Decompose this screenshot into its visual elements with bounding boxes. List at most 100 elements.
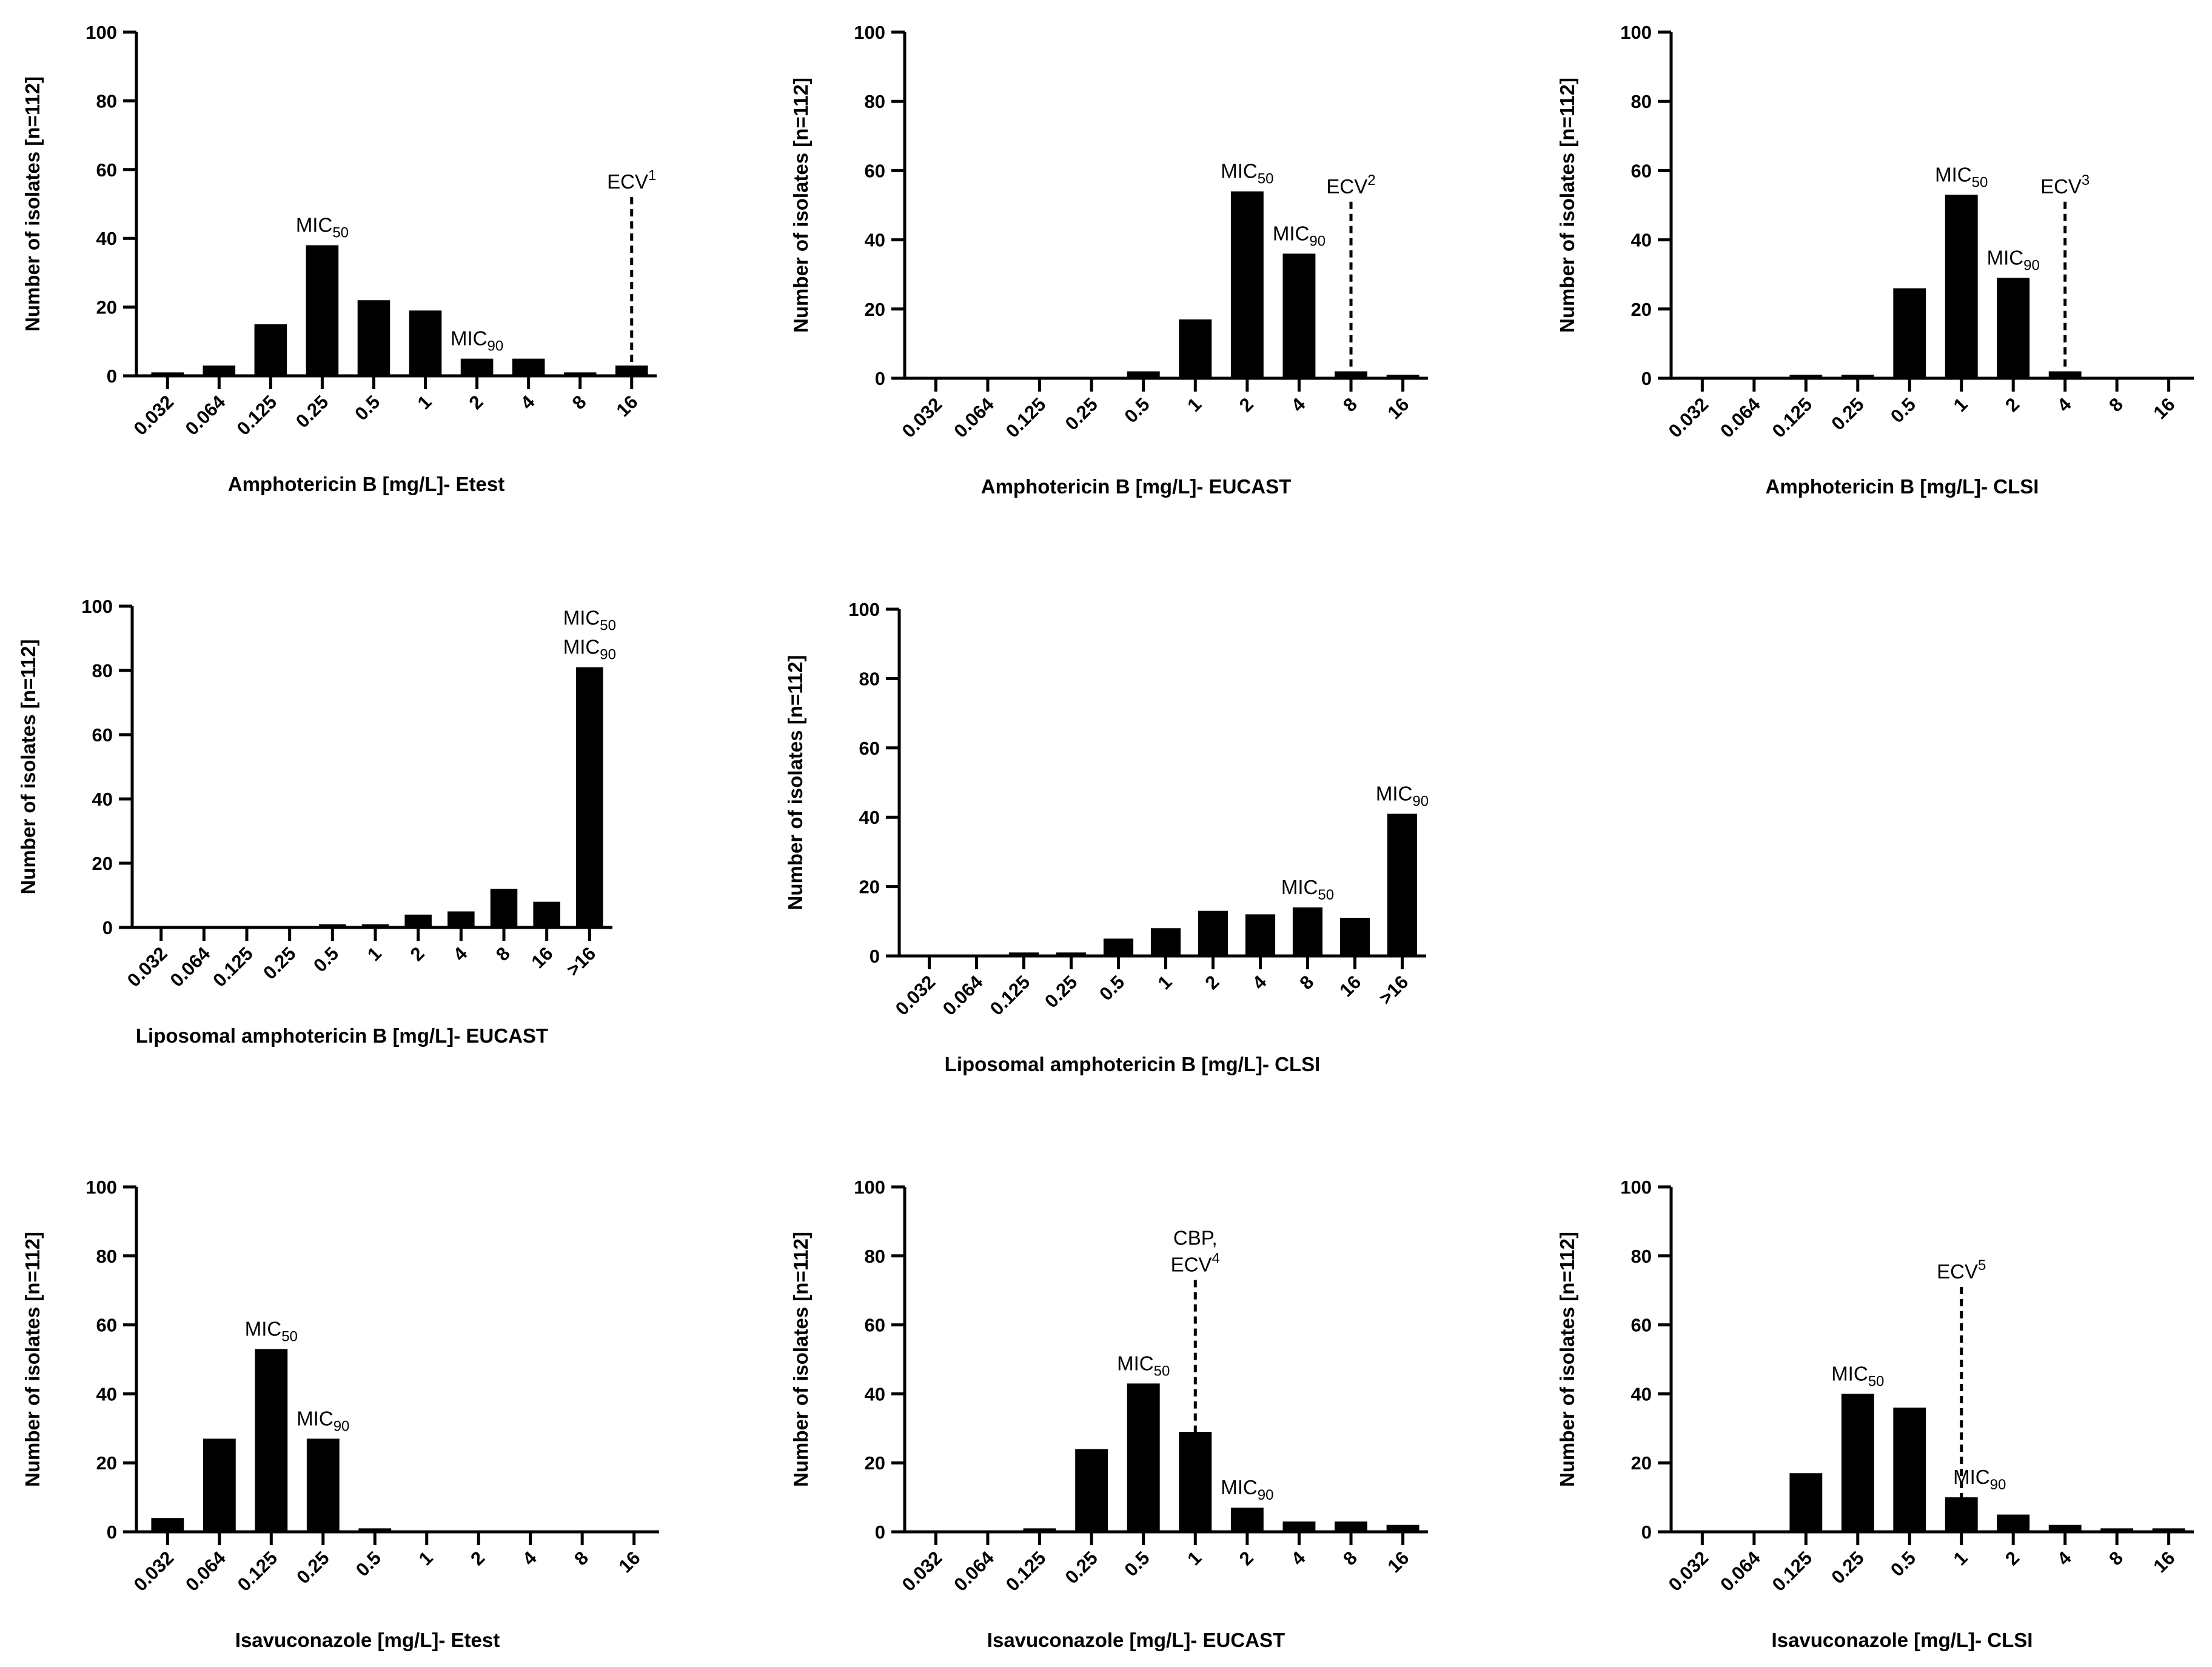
y-tick-label: 60 xyxy=(1631,1315,1652,1336)
x-tick-label: 2 xyxy=(406,943,429,965)
bar xyxy=(1945,1497,1978,1532)
bar xyxy=(357,300,390,376)
y-tick-label: 80 xyxy=(859,668,880,689)
y-tick-label: 80 xyxy=(865,1246,885,1267)
x-tick-label: 0.064 xyxy=(1716,1547,1765,1595)
x-tick-label: 0.125 xyxy=(1768,1547,1817,1595)
y-tick-label: 40 xyxy=(96,228,117,249)
bar xyxy=(1150,928,1181,957)
chart-panel-7: 0 20 40 60 80 100 Number of isolates [n=112] 0.… xyxy=(789,1177,1428,1651)
y-tick-label: 80 xyxy=(865,91,885,112)
y-tick-label: 80 xyxy=(1631,91,1652,112)
x-tick-label: 8 xyxy=(1296,971,1318,994)
x-tick-label: 0.125 xyxy=(233,391,281,439)
y-tick-label: 80 xyxy=(1631,1246,1652,1267)
y-tick-label: 40 xyxy=(865,1383,885,1405)
y-tick-label: 0 xyxy=(875,368,885,389)
x-tick-label: 0.5 xyxy=(309,943,343,976)
x-tick-label: 1 xyxy=(1154,971,1176,994)
x-tick-label: 8 xyxy=(1339,1547,1361,1569)
x-tick-label: 0.25 xyxy=(1827,393,1868,434)
x-axis-title: Amphotericin B [mg/L]- CLSI xyxy=(1766,475,2039,498)
y-tick-label: 100 xyxy=(854,22,885,43)
y-axis-title: Number of isolates [n=112] xyxy=(1556,78,1578,333)
mic-90-label: MIC90 xyxy=(563,636,616,663)
mic-90-label: MIC90 xyxy=(297,1407,349,1434)
y-tick-label: 80 xyxy=(96,1246,117,1267)
x-tick-label: 0.032 xyxy=(130,391,178,439)
x-tick-label: 4 xyxy=(2053,1547,2076,1569)
bar xyxy=(1893,288,1926,379)
chart-panel-4: 0 20 40 60 80 100 Number of isolates [n=112] 0.… xyxy=(17,596,616,1047)
x-tick-label: 0.032 xyxy=(130,1547,178,1595)
chart-panel-5: 0 20 40 60 80 100 Number of isolates [n=112] 0.… xyxy=(784,599,1429,1075)
x-tick-label: 1 xyxy=(1183,393,1205,416)
x-tick-label: 0.5 xyxy=(1120,1547,1153,1580)
y-tick-label: 20 xyxy=(96,297,117,318)
x-tick-label: 8 xyxy=(492,943,514,965)
bar xyxy=(1008,952,1039,957)
cutoff-prefix-label: CBP, xyxy=(1173,1227,1218,1249)
x-tick-label: 0.5 xyxy=(1120,393,1153,427)
bar xyxy=(2048,1525,2082,1532)
y-tick-label: 20 xyxy=(1631,299,1652,320)
x-tick-label: 1 xyxy=(1183,1547,1205,1569)
x-tick-label: 16 xyxy=(2149,1547,2179,1577)
bar xyxy=(2100,1528,2134,1532)
bar xyxy=(490,889,518,928)
bar xyxy=(254,324,287,376)
bar xyxy=(1075,1449,1108,1532)
x-tick-label: 0.25 xyxy=(1041,971,1081,1012)
bar xyxy=(319,924,346,928)
x-tick-label: 2 xyxy=(466,1547,489,1569)
x-tick-label: 0.25 xyxy=(1061,1547,1102,1588)
mic-90-label: MIC90 xyxy=(1953,1466,2006,1493)
x-tick-label: 4 xyxy=(449,943,471,965)
y-tick-label: 0 xyxy=(870,946,880,967)
mic-90-label: MIC90 xyxy=(1987,246,2040,273)
bar xyxy=(1386,375,1419,379)
bar xyxy=(1339,918,1370,957)
bar xyxy=(1335,1521,1367,1532)
x-tick-label: 0.25 xyxy=(1061,393,1102,434)
x-tick-label: 16 xyxy=(527,943,557,972)
y-tick-label: 60 xyxy=(865,160,885,181)
y-axis-title: Number of isolates [n=112] xyxy=(784,655,806,910)
cutoff-label: ECV3 xyxy=(2040,172,2090,198)
mic-50-label: MIC50 xyxy=(296,214,349,241)
x-tick-label: 1 xyxy=(1949,393,1972,416)
x-tick-label: 2 xyxy=(1235,1547,1258,1569)
mic-50-label: MIC50 xyxy=(1831,1362,1884,1389)
x-tick-label: 0.25 xyxy=(292,1547,333,1588)
x-tick-label: >16 xyxy=(1375,971,1413,1009)
bar xyxy=(1997,1514,2030,1532)
y-tick-label: 0 xyxy=(107,1522,117,1543)
mic-90-label: MIC90 xyxy=(451,327,503,355)
x-tick-label: 0.25 xyxy=(1827,1547,1868,1588)
y-tick-label: 60 xyxy=(92,724,113,746)
mic-50-label: MIC50 xyxy=(245,1317,298,1345)
y-tick-label: 60 xyxy=(96,1315,117,1336)
y-tick-label: 100 xyxy=(854,1177,885,1198)
x-tick-label: 0.032 xyxy=(1664,393,1713,442)
x-tick-label: 0.064 xyxy=(181,1547,230,1595)
y-tick-label: 20 xyxy=(859,877,880,898)
x-tick-label: 2 xyxy=(1235,393,1258,416)
x-tick-label: >16 xyxy=(562,943,600,980)
x-tick-label: 0.125 xyxy=(209,943,257,991)
x-tick-label: 1 xyxy=(415,1547,437,1569)
x-tick-label: 0.064 xyxy=(166,943,215,991)
bar xyxy=(1127,371,1160,379)
bar xyxy=(151,1518,184,1532)
bar xyxy=(1386,1525,1419,1532)
x-tick-label: 1 xyxy=(1949,1547,1972,1569)
x-axis-title: Isavuconazole [mg/L]- CLSI xyxy=(1772,1629,2033,1651)
x-tick-label: 0.064 xyxy=(939,971,987,1020)
bar xyxy=(306,245,339,376)
chart-panel-6: 0 20 40 60 80 100 Number of isolates [n=112] 0.… xyxy=(21,1177,659,1651)
bar xyxy=(306,1438,340,1532)
bar xyxy=(1103,938,1134,957)
x-tick-label: 0.5 xyxy=(350,391,384,424)
bar xyxy=(255,1349,288,1532)
